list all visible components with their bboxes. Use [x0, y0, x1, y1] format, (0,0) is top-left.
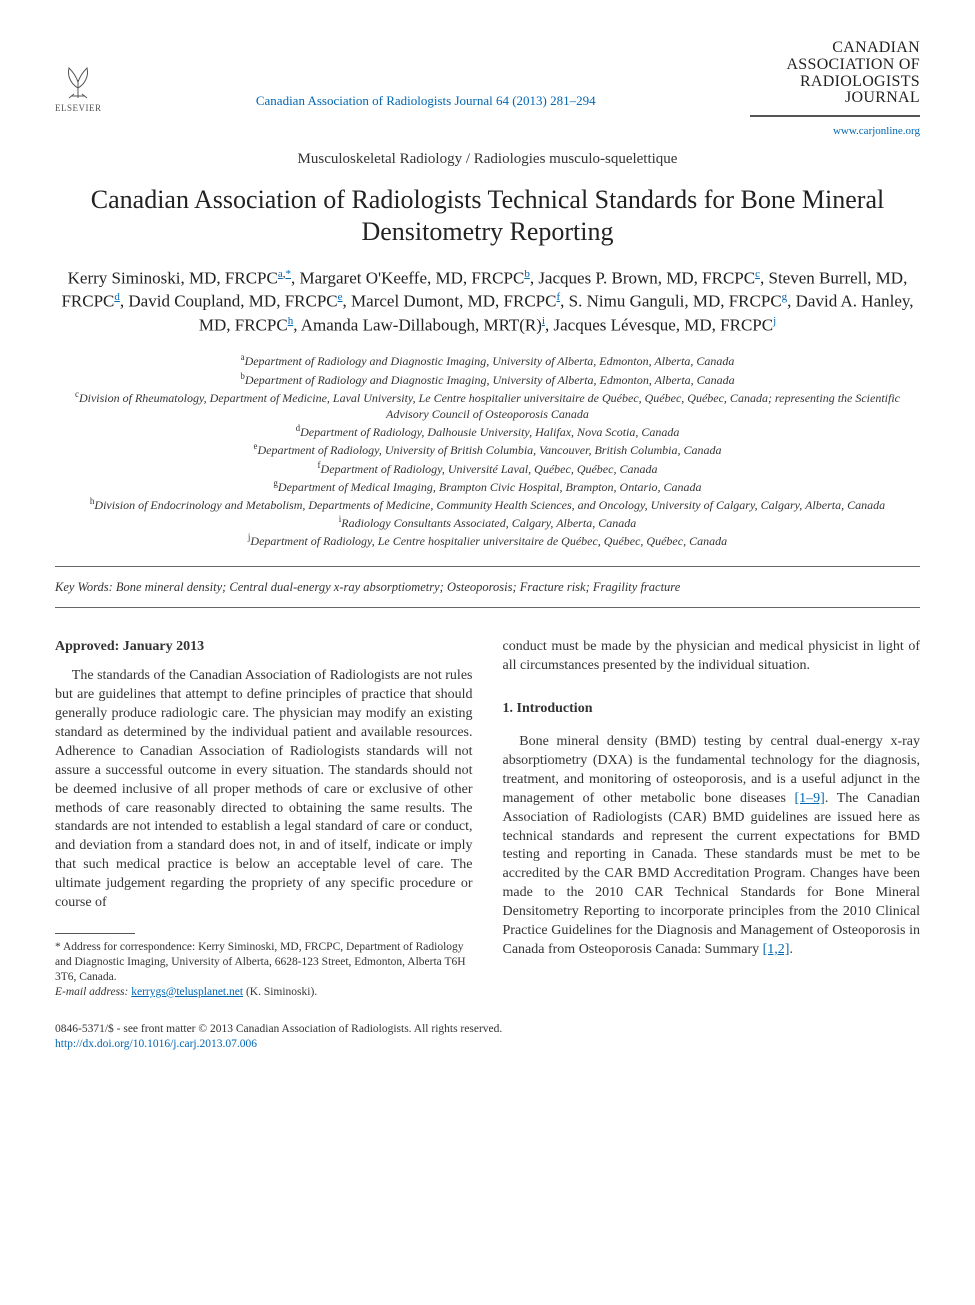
intro-text-c: . — [789, 942, 793, 957]
affiliation-ref-link[interactable]: c — [755, 268, 760, 280]
affiliation-ref-link[interactable]: h — [288, 315, 294, 327]
ref-link-1-2[interactable]: [1,2] — [763, 942, 790, 957]
affiliation-ref-link[interactable]: a — [278, 268, 283, 280]
keywords-top-rule — [55, 566, 920, 567]
corresponding-author-link[interactable]: * — [285, 268, 291, 280]
section-1-heading: 1. Introduction — [503, 700, 921, 719]
doi-link[interactable]: http://dx.doi.org/10.1016/j.carj.2013.07… — [55, 1038, 257, 1050]
journal-logo-block: CANADIAN ASSOCIATION OF RADIOLOGISTS JOU… — [750, 40, 920, 139]
section-name: Musculoskeletal Radiology / Radiologies … — [55, 149, 920, 169]
intro-paragraph: Bone mineral density (BMD) testing by ce… — [503, 733, 921, 960]
affiliation-ref-link[interactable]: f — [556, 291, 560, 303]
elsevier-tree-icon — [57, 60, 99, 102]
approved-line: Approved: January 2013 — [55, 638, 473, 657]
affiliation-ref-link[interactable]: b — [524, 268, 530, 280]
keywords-row: Key Words: Bone mineral density; Central… — [55, 573, 920, 602]
publisher-name: ELSEVIER — [55, 102, 102, 114]
article-title: Canadian Association of Radiologists Tec… — [55, 184, 920, 249]
keywords-label: Key Words: — [55, 580, 113, 594]
affiliation-list: aDepartment of Radiology and Diagnostic … — [55, 351, 920, 549]
publisher-logo: ELSEVIER — [55, 60, 102, 114]
intro-text-b: . The Canadian Association of Radiologis… — [503, 791, 921, 957]
footnote-separator — [55, 933, 135, 934]
column-2: conduct must be made by the physician an… — [503, 638, 921, 959]
email-link[interactable]: kerrygs@telusplanet.net — [131, 986, 243, 998]
page-header: ELSEVIER Canadian Association of Radiolo… — [55, 40, 920, 139]
email-label: E-mail address: — [55, 986, 128, 998]
body-columns: Approved: January 2013 The standards of … — [55, 638, 920, 999]
citation-link[interactable]: Canadian Association of Radiologists Jou… — [256, 93, 596, 108]
email-footnote: E-mail address: kerrygs@telusplanet.net … — [55, 985, 473, 1000]
affiliation-ref-link[interactable]: g — [782, 291, 788, 303]
preamble-cont: conduct must be made by the physician an… — [503, 638, 921, 676]
journal-name: CANADIAN ASSOCIATION OF RADIOLOGISTS JOU… — [750, 40, 920, 107]
journal-citation: Canadian Association of Radiologists Jou… — [102, 92, 751, 110]
email-attribution: (K. Siminoski). — [246, 986, 317, 998]
affiliation-ref-link[interactable]: j — [773, 315, 776, 327]
journal-name-rule — [750, 115, 920, 117]
preamble-paragraph: The standards of the Canadian Associatio… — [55, 667, 473, 913]
copyright-line: 0846-5371/$ - see front matter © 2013 Ca… — [55, 1022, 920, 1038]
affiliation-ref-link[interactable]: e — [338, 291, 343, 303]
keywords-list: Bone mineral density; Central dual-energ… — [116, 580, 680, 594]
correspondence-footnote: * Address for correspondence: Kerry Simi… — [55, 940, 473, 985]
ref-link-1-9[interactable]: [1–9] — [795, 791, 825, 806]
column-1: Approved: January 2013 The standards of … — [55, 638, 473, 999]
affiliation-ref-link[interactable]: i — [542, 315, 545, 327]
affiliation-ref-link[interactable]: d — [114, 291, 120, 303]
page-footer: 0846-5371/$ - see front matter © 2013 Ca… — [55, 1022, 920, 1053]
journal-url-link[interactable]: www.carjonline.org — [833, 125, 920, 137]
keywords-bottom-rule — [55, 607, 920, 608]
author-list: Kerry Siminoski, MD, FRCPCa,*, Margaret … — [55, 267, 920, 338]
